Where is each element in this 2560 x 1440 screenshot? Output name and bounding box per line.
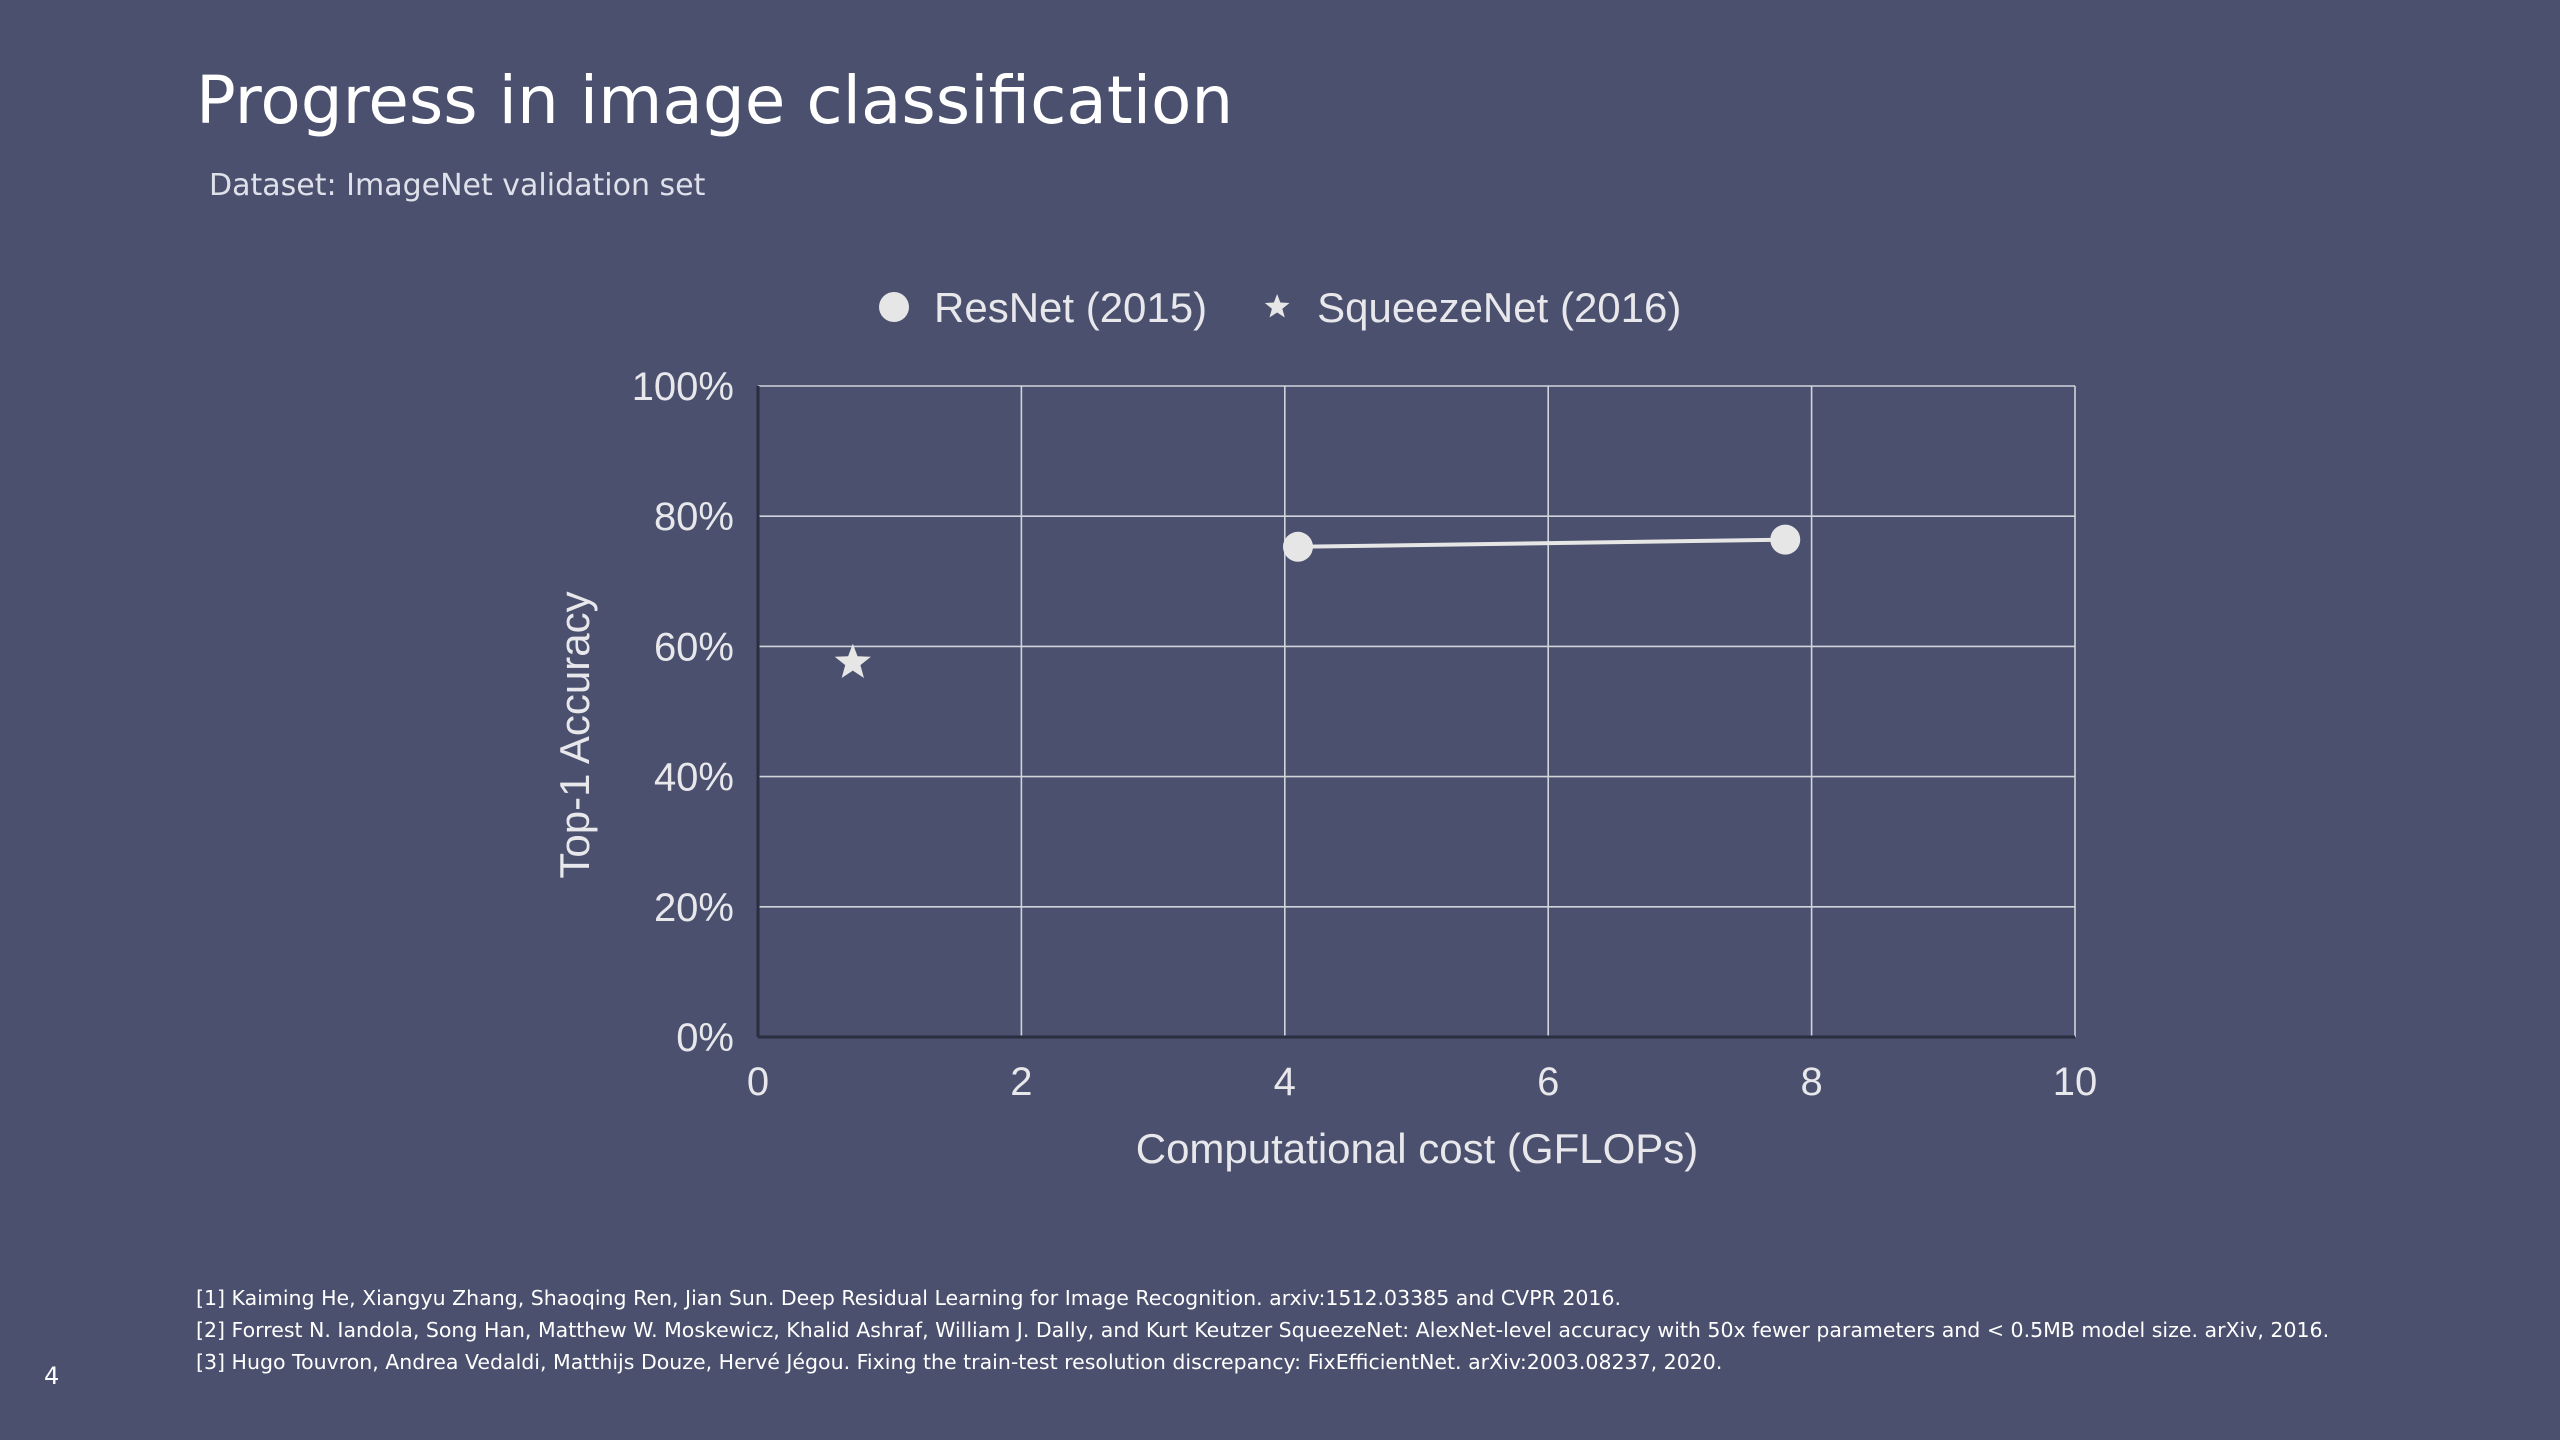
x-tick-label: 2 (1010, 1060, 1032, 1104)
reference-3: [3] Hugo Touvron, Andrea Vedaldi, Matthi… (196, 1350, 1723, 1374)
x-tick-label: 4 (1274, 1060, 1296, 1104)
y-tick-label: 0% (676, 1016, 734, 1060)
slide-title: Progress in image classification (196, 62, 1234, 139)
y-tick-label: 60% (654, 625, 734, 669)
legend-marker-star (1264, 294, 1290, 318)
x-tick-label: 8 (1800, 1060, 1822, 1104)
chart-legend: ResNet (2015) SqueezeNet (2016) (879, 284, 1681, 331)
series-line (1297, 537, 1786, 549)
y-tick-label: 20% (654, 886, 734, 930)
y-tick-label: 40% (654, 756, 734, 800)
x-tick-label: 6 (1537, 1060, 1559, 1104)
data-point-circle (1770, 524, 1801, 555)
legend-marker-circle (879, 292, 909, 322)
chart-tick-labels: 0 2 4 6 8 100%20%40%60%80%100% (632, 365, 2098, 1104)
legend-label: SqueezeNet (2016) (1317, 284, 1681, 331)
reference-1: [1] Kaiming He, Xiangyu Zhang, Shaoqing … (196, 1286, 1622, 1310)
data-point-star (834, 643, 871, 679)
chart-series (834, 524, 1801, 679)
x-tick-label: 10 (2053, 1060, 2098, 1104)
chart-axes (756, 386, 2075, 1039)
reference-2: [2] Forrest N. Iandola, Song Han, Matthe… (196, 1318, 2330, 1342)
x-axis-label: Computational cost (GFLOPs) (1136, 1125, 1699, 1172)
y-axis-label: Top-1 Accuracy (551, 591, 598, 878)
references: [1] Kaiming He, Xiangyu Zhang, Shaoqing … (196, 1282, 2329, 1378)
slide-subtitle: Dataset: ImageNet validation set (209, 168, 706, 203)
page-number: 4 (44, 1362, 60, 1390)
y-tick-label: 100% (632, 365, 734, 409)
y-tick-label: 80% (654, 495, 734, 539)
chart-grid (758, 385, 2076, 1037)
x-tick-label: 0 (747, 1060, 769, 1104)
legend-label: ResNet (2015) (934, 284, 1207, 331)
data-point-circle (1282, 531, 1313, 562)
